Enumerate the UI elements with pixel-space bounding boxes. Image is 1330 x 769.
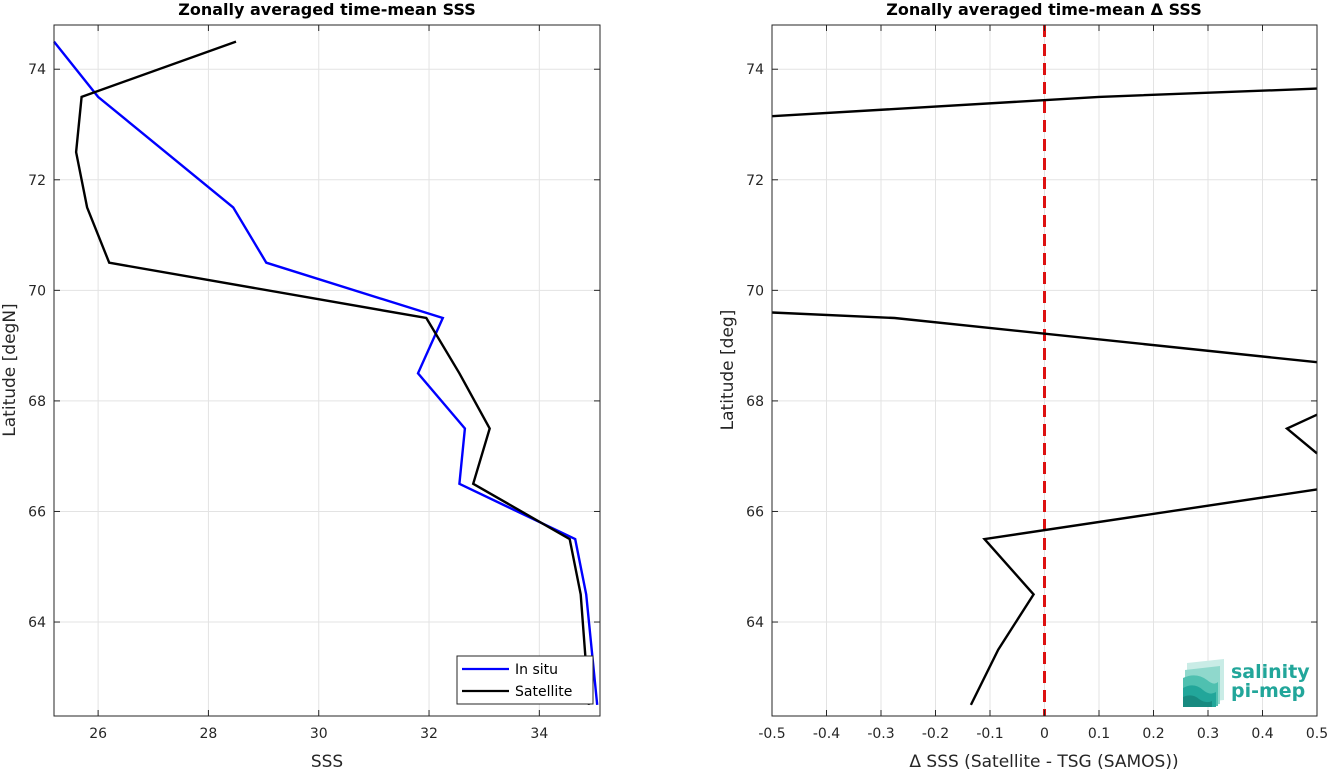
tick-marks bbox=[54, 25, 600, 716]
y-tick-label: 74 bbox=[28, 62, 46, 78]
y-tick-label: 72 bbox=[746, 173, 764, 189]
x-tick-label: 26 bbox=[89, 726, 107, 742]
axes-box bbox=[53, 24, 601, 717]
x-tick-label: 0.2 bbox=[1142, 726, 1164, 742]
legend-box bbox=[456, 655, 594, 705]
logo-text-line2: pi-mep bbox=[1231, 680, 1305, 702]
grid bbox=[54, 25, 600, 716]
y-axis-label: Latitude [deg] bbox=[718, 310, 738, 431]
y-tick-label: 72 bbox=[28, 173, 46, 189]
legend-label-satellite: Satellite bbox=[515, 684, 572, 700]
x-tick-label: -0.3 bbox=[867, 726, 894, 742]
y-tick-label: 66 bbox=[746, 504, 764, 520]
x-tick-label: -0.5 bbox=[758, 726, 785, 742]
x-tick-label: 0.5 bbox=[1306, 726, 1328, 742]
y-tick-label: 68 bbox=[746, 394, 764, 410]
plot-area bbox=[54, 25, 600, 716]
series-layer bbox=[771, 87, 1318, 706]
y-tick-label: 64 bbox=[28, 615, 46, 631]
legend: In situ Satellite bbox=[456, 655, 594, 705]
x-tick-label: 0.4 bbox=[1251, 726, 1273, 742]
y-tick-label: 70 bbox=[746, 283, 764, 299]
x-axis-label: Δ SSS (Satellite - TSG (SAMOS)) bbox=[909, 752, 1178, 769]
x-tick-label: 0 bbox=[1040, 726, 1049, 742]
salinity-pi-mep-logo: salinity pi-mep bbox=[1183, 659, 1310, 707]
x-tick-label: 34 bbox=[530, 726, 548, 742]
y-axis-label: Latitude [degN] bbox=[0, 303, 20, 436]
chart-title: Zonally averaged time-mean Δ SSS bbox=[886, 0, 1202, 19]
y-tick-label: 68 bbox=[28, 394, 46, 410]
tick-marks bbox=[771, 25, 1318, 716]
tick-labels: -0.5 -0.4 -0.3 -0.2 -0.1 0 0.1 0.2 0.3 0.4 0.5 64 66… bbox=[746, 62, 1328, 742]
chart-title: Zonally averaged time-mean SSS bbox=[178, 0, 476, 19]
y-tick-label: 70 bbox=[28, 283, 46, 299]
x-axis-label: SSS bbox=[311, 752, 343, 769]
x-tick-label: 32 bbox=[420, 726, 438, 742]
logo-text-line1: salinity bbox=[1231, 661, 1310, 683]
x-tick-label: 0.1 bbox=[1088, 726, 1110, 742]
x-tick-label: 28 bbox=[200, 726, 218, 742]
legend-label-in-situ: In situ bbox=[515, 662, 558, 678]
x-tick-label: -0.2 bbox=[922, 726, 949, 742]
panel-sss: 26 28 30 32 34 64 66 68 70 72 74 Zonally averaged … bbox=[0, 0, 601, 769]
panel-delta-sss: -0.5 -0.4 -0.3 -0.2 -0.1 0 0.1 0.2 0.3 0.4 0.5 64 66… bbox=[718, 0, 1328, 769]
series-layer bbox=[53, 40, 599, 706]
y-tick-label: 74 bbox=[746, 62, 764, 78]
series-line-satellite bbox=[74, 40, 591, 705]
series-line-in-situ bbox=[53, 40, 599, 706]
x-tick-label: 30 bbox=[310, 726, 328, 742]
series-line-delta-sss bbox=[771, 87, 1318, 706]
y-tick-label: 66 bbox=[28, 504, 46, 520]
y-tick-label: 64 bbox=[746, 615, 764, 631]
waves-icon bbox=[1183, 659, 1224, 707]
tick-labels: 26 28 30 32 34 64 66 68 70 72 74 bbox=[28, 62, 548, 742]
x-tick-label: -0.4 bbox=[813, 726, 840, 742]
x-tick-label: 0.3 bbox=[1197, 726, 1219, 742]
x-tick-label: -0.1 bbox=[976, 726, 1003, 742]
